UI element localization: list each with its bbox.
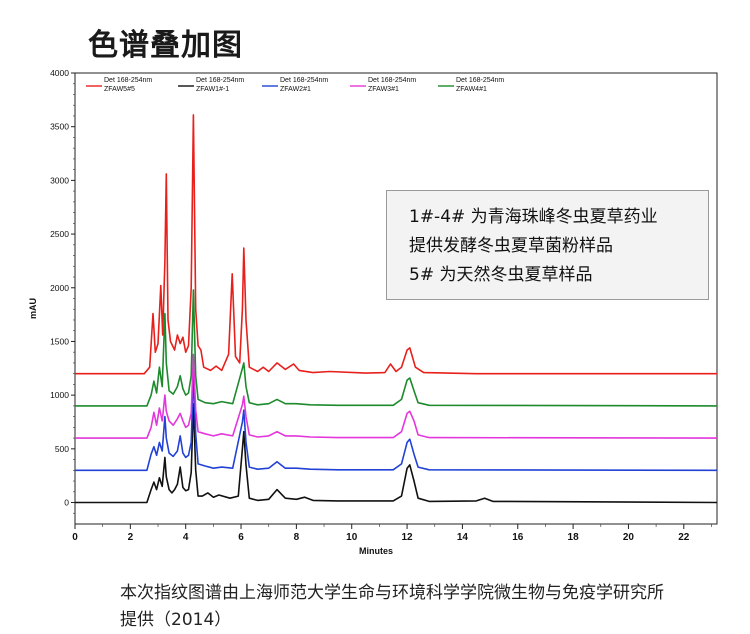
x-tick-label: 22 <box>678 532 690 543</box>
axis-layer: 0 500 1000 1500 2000 2500 3000 3500 4000 0 2 4 6 8 10 1… <box>28 68 718 556</box>
annotation-line-2: 提供发酵冬虫夏草菌粉样品 <box>409 236 613 256</box>
legend-detector: Det 168-254nm <box>104 77 152 84</box>
series-line-2 <box>75 402 718 504</box>
x-axis-label: Minutes <box>359 546 393 556</box>
x-tick-label: 14 <box>457 532 469 543</box>
annotation-box: 1#-4# 为青海珠峰冬虫夏草药业 提供发酵冬虫夏草菌粉样品 5# 为天然冬虫夏… <box>386 190 709 300</box>
legend: Det 168-254nm ZFAW5#5 Det 168-254nm ZFAW1#-… <box>86 77 504 93</box>
legend-detector: Det 168-254nm <box>280 77 328 84</box>
annotation-line-1: 1#-4# 为青海珠峰冬虫夏草药业 <box>409 207 658 227</box>
y-tick-label: 1000 <box>50 390 69 400</box>
legend-detector: Det 168-254nm <box>368 77 416 84</box>
y-tick-label: 500 <box>55 444 69 454</box>
x-tick-label: 20 <box>623 532 635 543</box>
y-tick-label: 3500 <box>50 122 69 132</box>
y-tick-label: 0 <box>64 498 69 508</box>
x-tick-label: 16 <box>512 532 524 543</box>
series-line-5 <box>75 289 718 407</box>
y-tick-label: 2500 <box>50 229 69 239</box>
page-title: 色谱叠加图 <box>88 28 243 63</box>
caption: 本次指纹图谱由上海师范大学生命与环境科学学院微生物与免疫学研究所提供（2014） <box>120 583 664 630</box>
y-tick-label: 1500 <box>50 336 69 346</box>
legend-name: ZFAW5#5 <box>104 86 135 93</box>
legend-name: ZFAW4#1 <box>456 86 487 93</box>
x-tick-label: 6 <box>238 532 244 543</box>
x-tick-label: 2 <box>128 532 134 543</box>
x-tick-label: 4 <box>183 532 189 543</box>
y-tick-label: 3000 <box>50 175 69 185</box>
x-tick-label: 12 <box>402 532 414 543</box>
legend-detector: Det 168-254nm <box>196 77 244 84</box>
legend-name: ZFAW1#-1 <box>196 86 229 93</box>
y-axis-label: mAU <box>28 298 38 319</box>
y-tick-label: 2000 <box>50 283 69 293</box>
x-tick-label: 18 <box>568 532 580 543</box>
x-tick-label: 0 <box>72 532 78 543</box>
x-tick-label: 10 <box>346 532 358 543</box>
series-line-4 <box>75 353 718 439</box>
legend-detector: Det 168-254nm <box>456 77 504 84</box>
legend-name: ZFAW3#1 <box>368 86 399 93</box>
chromatogram-chart: 0 500 1000 1500 2000 2500 3000 3500 4000 0 2 4 6 8 10 1… <box>28 68 718 556</box>
annotation-line-3: 5# 为天然冬虫夏草样品 <box>409 265 593 285</box>
series-line-1 <box>75 114 717 375</box>
series-layer <box>75 114 718 504</box>
legend-name: ZFAW2#1 <box>280 86 311 93</box>
y-tick-label: 4000 <box>50 68 69 78</box>
x-tick-label: 8 <box>294 532 300 543</box>
series-line-3 <box>75 374 718 472</box>
